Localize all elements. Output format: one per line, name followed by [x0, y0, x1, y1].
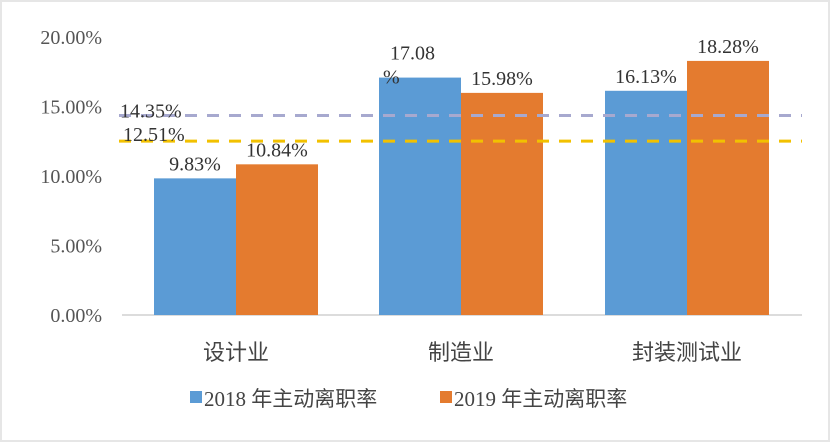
data-label: 10.84%: [246, 139, 308, 161]
data-label: 16.13%: [615, 66, 677, 88]
bar: [687, 60, 769, 315]
bar: [154, 178, 236, 315]
bar: [461, 92, 543, 316]
y-tick-label: 10.00%: [40, 166, 102, 188]
data-label: 15.98%: [471, 68, 533, 90]
category-label: 封装测试业: [632, 340, 742, 365]
category-label: 设计业: [203, 340, 269, 365]
y-tick-label: 20.00%: [40, 27, 102, 49]
data-label: 17.08%: [383, 43, 435, 89]
legend-swatch: [440, 391, 452, 403]
bar: [605, 90, 687, 315]
reference-line-label: 12.51%: [123, 124, 185, 146]
category-label: 制造业: [428, 340, 494, 365]
y-tick-label: 15.00%: [40, 97, 102, 119]
y-tick-label: 0.00%: [50, 305, 102, 327]
legend-swatch: [190, 391, 202, 403]
reference-line-label: 14.35%: [120, 101, 182, 123]
legend-label: 2018 年主动离职率: [204, 387, 377, 411]
bar: [379, 77, 461, 315]
bar: [236, 164, 318, 315]
data-label: 18.28%: [697, 36, 759, 58]
legend-label: 2019 年主动离职率: [454, 387, 627, 411]
y-tick-label: 5.00%: [50, 236, 102, 258]
data-label: 9.83%: [169, 153, 221, 175]
